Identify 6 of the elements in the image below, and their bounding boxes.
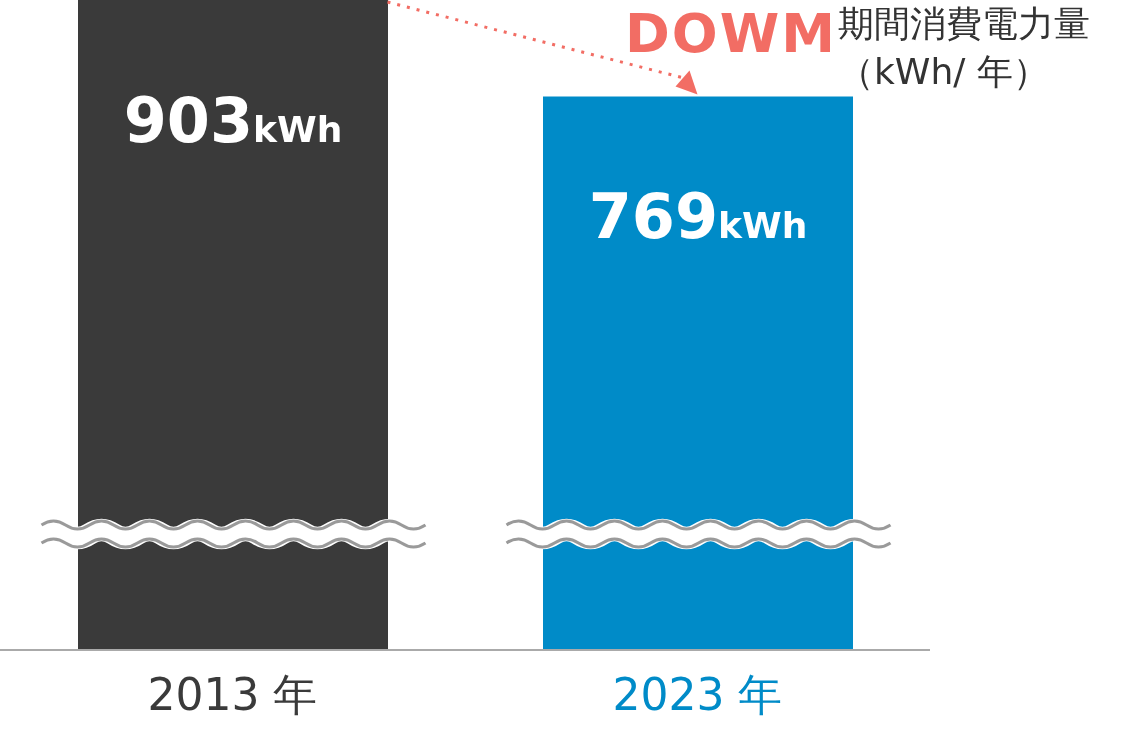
y-axis-title: 期間消費電力量（kWh/ 年） — [838, 2, 1091, 94]
x-tick-label: 2013 年 — [147, 669, 318, 720]
data-label: 903kWh — [123, 84, 343, 157]
x-tick-label: 2023 年 — [612, 669, 783, 720]
annotation: DOWM — [625, 2, 838, 65]
data-label: 769kWh — [588, 180, 808, 254]
